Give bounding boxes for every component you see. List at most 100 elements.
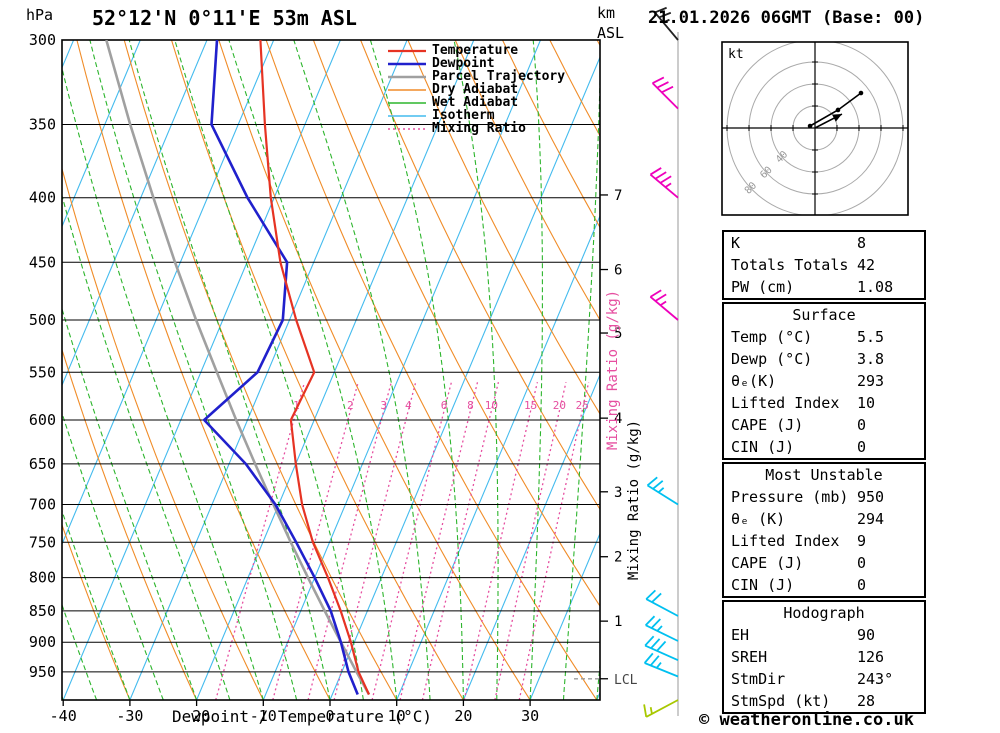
temperature-tick-label: 0 (325, 707, 334, 725)
table-row-label: Dewp (°C) (731, 350, 813, 368)
legend-line-sample (388, 49, 426, 52)
legend-item: Isotherm (388, 108, 565, 123)
table-row-label: Lifted Index (731, 532, 840, 550)
table-header: Hodograph (783, 604, 865, 622)
lcl-label: LCL (614, 673, 638, 688)
wind-barbs (643, 6, 679, 718)
table-row: EH 90 (724, 624, 924, 646)
km-tick-label: 6 (614, 263, 622, 279)
altitude-axis-unit-km: km (597, 4, 616, 22)
table-row: SREH 126 (724, 646, 924, 668)
pressure-tick-label: 950 (29, 663, 56, 681)
wind-barb (644, 635, 679, 662)
info-table-hodograph: Hodograph EH 90 SREH 126 StmDir 243° StmSpd (kt… (722, 600, 926, 714)
run-datetime: 21.01.2026 06GMT (Base: 00) (648, 8, 925, 28)
legend-item: Mixing Ratio (388, 121, 565, 136)
table-row-value: 8 (857, 234, 867, 252)
hodograph-unit-label: kt (728, 47, 744, 62)
legend-item: Parcel Trajectory (388, 69, 565, 84)
temperature-tick-label: -30 (116, 707, 143, 725)
mixing-ratio-lines (215, 382, 590, 700)
wind-barb (649, 289, 679, 321)
mixing-ratio-label: 6 (441, 399, 448, 412)
pressure-tick-label: 700 (29, 495, 56, 513)
table-row-label: SREH (731, 648, 768, 666)
table-row-label: Totals Totals (731, 256, 849, 274)
table-row-label: θₑ(K) (731, 372, 777, 390)
info-table-most-unstable: Most Unstable Pressure (mb) 950 θₑ (K) 294 Li… (722, 462, 926, 598)
legend-item: Wet Adiabat (388, 95, 565, 110)
hodograph-frame (721, 41, 909, 216)
pressure-axis-labels: 300 350 400 450 500 550 600 650 700 750 800 850 900 9… (29, 31, 56, 681)
mixing-ratio-axis-label: Mixing Ratio (g/kg) (626, 420, 642, 580)
hodograph-trace-point (858, 90, 864, 96)
table-row: Lifted Index 9 (724, 530, 924, 552)
info-table-surface: Surface Temp (°C) 5.5 Dewp (°C) 3.8 θₑ(K) 293 L… (722, 302, 926, 460)
table-row-label: K (731, 234, 741, 252)
table-row-value: 293 (857, 372, 885, 390)
table-row-label: Lifted Index (731, 394, 840, 412)
legend-line-sample (388, 62, 426, 65)
km-tick-label: 4 (614, 411, 622, 427)
table-row-value: 0 (857, 576, 867, 594)
mixing-ratio-label: 15 (524, 399, 537, 412)
page-title: 52°12'N 0°11'E 53m ASL (92, 6, 357, 30)
mixing-ratio-label: 3 (380, 399, 387, 412)
legend-label: Temperature (432, 43, 519, 58)
legend-label: Isotherm (432, 108, 495, 123)
table-row: Dewp (°C) 3.8 (724, 348, 924, 370)
mixing-ratio-axis-label-magenta: Mixing Ratio (g/kg) (605, 290, 621, 450)
wind-barb (643, 652, 679, 678)
legend-label: Wet Adiabat (432, 95, 519, 110)
table-row: CIN (J) 0 (724, 436, 924, 458)
wind-barb (645, 589, 679, 617)
km-tick-label: 3 (614, 485, 622, 501)
km-tick-label: 2 (614, 550, 622, 566)
storm-motion-arrowhead (832, 114, 842, 122)
info-table-indices: K 8 Totals Totals 42 PW (cm) 1.08 (722, 230, 926, 300)
legend-item: Dry Adiabat (388, 82, 565, 97)
mixing-ratio-value-labels: 1 2 3 4 6 8 10 15 20 25 (293, 399, 589, 412)
table-row-value: 0 (857, 554, 867, 572)
temperature-tick-label: 30 (521, 707, 539, 725)
legend-item: Dewpoint (388, 56, 565, 71)
pressure-tick-label: 400 (29, 189, 56, 207)
wind-barb (651, 76, 679, 110)
pressure-tick-label: 650 (29, 455, 56, 473)
km-tick-label: 1 (614, 614, 622, 630)
pressure-tick-label: 850 (29, 602, 56, 620)
temperature-tick-label: 10 (388, 707, 406, 725)
table-row-label: CIN (J) (731, 576, 795, 594)
mixing-ratio-label: 20 (553, 399, 566, 412)
table-row-value: 9 (857, 532, 867, 550)
table-row-label: StmDir (731, 670, 786, 688)
hodograph-trace-point (835, 107, 841, 113)
parcel-curve (105, 40, 371, 696)
pressure-tick-label: 500 (29, 311, 56, 329)
pressure-tick-label: 350 (29, 116, 56, 134)
table-row: CIN (J) 0 (724, 574, 924, 596)
table-row: θₑ (K) 294 (724, 508, 924, 530)
table-row-label: Temp (°C) (731, 328, 813, 346)
isotherm-lines (62, 40, 600, 700)
table-row-value: 5.5 (857, 328, 885, 346)
table-row-label: CIN (J) (731, 438, 795, 456)
table-row: PW (cm) 1.08 (724, 276, 924, 298)
table-row: Lifted Index 10 (724, 392, 924, 414)
table-row-value: 0 (857, 438, 867, 456)
legend-line-sample (388, 101, 426, 104)
mixing-ratio-label: 25 (576, 399, 589, 412)
hodograph-trace-point (807, 123, 813, 129)
table-row-label: CAPE (J) (731, 416, 804, 434)
table-row-value: 0 (857, 416, 867, 434)
pressure-axis-unit: hPa (26, 6, 54, 24)
table-row-label: θₑ (K) (731, 510, 786, 528)
table-row-value: 1.08 (857, 278, 894, 296)
legend-line-sample (388, 114, 426, 117)
table-header: Surface (792, 306, 856, 324)
copyright: © weatheronline.co.uk (699, 710, 914, 730)
